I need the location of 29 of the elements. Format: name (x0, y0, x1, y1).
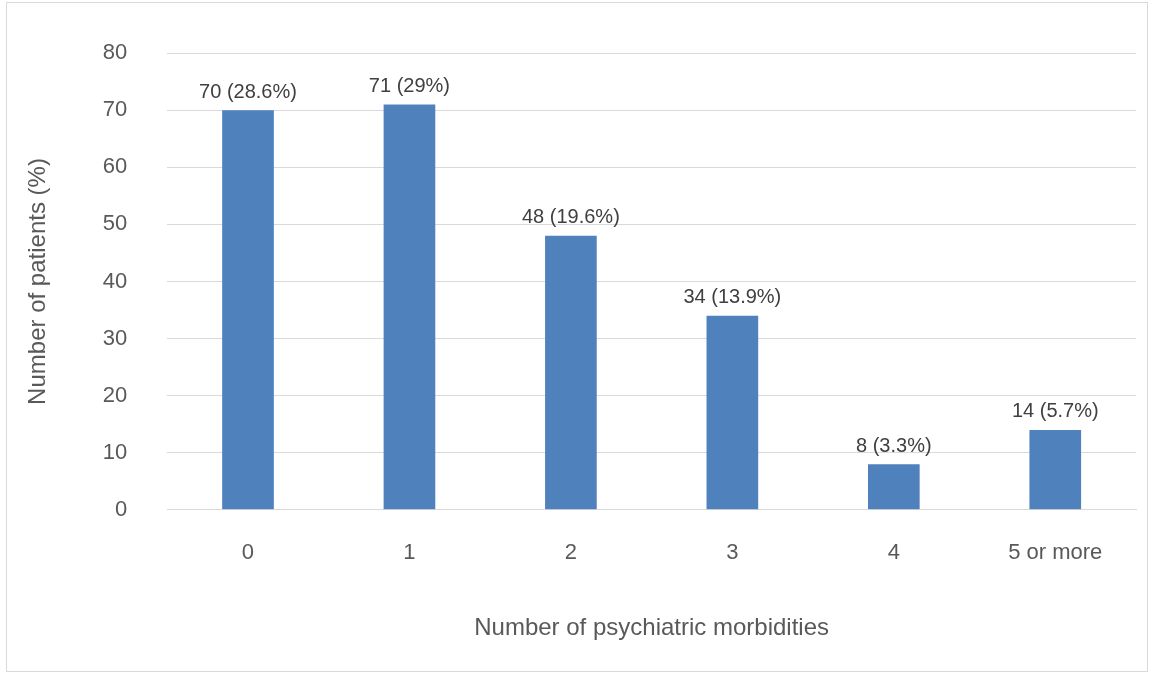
data-label: 71 (29%) (368, 74, 451, 97)
x-axis-title: Number of psychiatric morbidities (474, 613, 830, 641)
x-tick-label: 5 or more (1008, 539, 1103, 565)
y-tick-label: 20 (102, 381, 128, 407)
data-label: 8 (3.3%) (856, 433, 932, 456)
data-label: 48 (19.6%) (521, 205, 620, 228)
bar (222, 110, 274, 510)
x-tick-label: 3 (726, 539, 739, 565)
y-tick-label: 70 (102, 96, 128, 122)
data-label: 70 (28.6%) (199, 79, 297, 102)
data-label: 34 (13.9%) (683, 285, 782, 308)
y-axis-title: Number of patients (%) (23, 158, 51, 405)
x-tick-label: 1 (403, 539, 416, 565)
y-tick-label: 80 (102, 39, 128, 65)
y-tick-label: 0 (115, 495, 128, 521)
x-tick-label: 0 (241, 539, 255, 565)
y-tick-label: 10 (102, 438, 128, 464)
y-tick-label: 30 (102, 324, 128, 350)
bar (867, 464, 920, 510)
x-tick-label: 4 (887, 539, 900, 565)
x-tick-label: 2 (564, 539, 578, 565)
y-tick-label: 50 (102, 210, 128, 236)
bar (545, 235, 597, 510)
bar (1029, 429, 1082, 510)
y-tick-label: 60 (102, 153, 128, 179)
data-label: 14 (5.7%) (1011, 399, 1099, 422)
y-tick-label: 40 (102, 267, 128, 293)
bar (706, 315, 759, 510)
bar (383, 104, 436, 510)
